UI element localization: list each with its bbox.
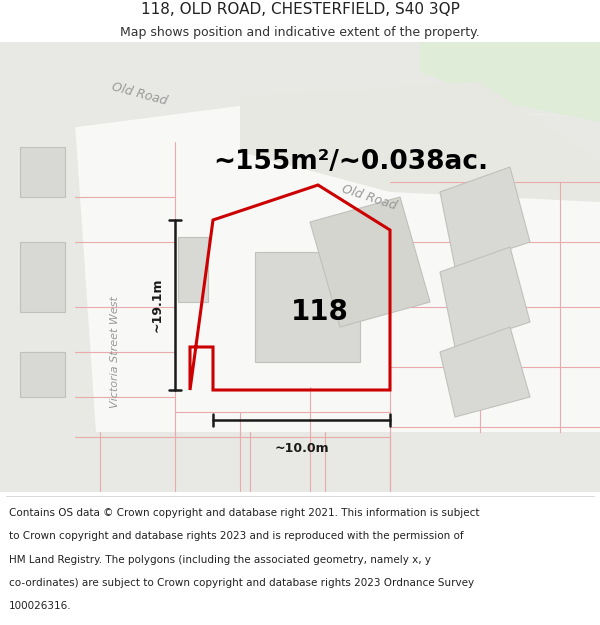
Polygon shape xyxy=(420,42,600,122)
Polygon shape xyxy=(20,352,65,397)
Text: 118: 118 xyxy=(291,298,349,326)
Polygon shape xyxy=(255,252,360,362)
Polygon shape xyxy=(240,102,600,162)
Polygon shape xyxy=(440,167,530,267)
Text: co-ordinates) are subject to Crown copyright and database rights 2023 Ordnance S: co-ordinates) are subject to Crown copyr… xyxy=(9,578,474,587)
Polygon shape xyxy=(0,432,600,492)
Text: Contains OS data © Crown copyright and database right 2021. This information is : Contains OS data © Crown copyright and d… xyxy=(9,508,479,518)
Text: ~155m²/~0.038ac.: ~155m²/~0.038ac. xyxy=(213,149,488,175)
Text: ~19.1m: ~19.1m xyxy=(151,278,163,332)
Text: ~10.0m: ~10.0m xyxy=(274,442,329,455)
Polygon shape xyxy=(440,247,530,347)
Polygon shape xyxy=(0,42,600,492)
Text: Map shows position and indicative extent of the property.: Map shows position and indicative extent… xyxy=(120,26,480,39)
Polygon shape xyxy=(0,42,600,137)
Polygon shape xyxy=(240,82,600,202)
Polygon shape xyxy=(20,242,65,312)
Text: 118, OLD ROAD, CHESTERFIELD, S40 3QP: 118, OLD ROAD, CHESTERFIELD, S40 3QP xyxy=(140,2,460,17)
Polygon shape xyxy=(178,237,208,302)
Text: Old Road: Old Road xyxy=(110,81,169,107)
Polygon shape xyxy=(440,327,530,417)
Text: 100026316.: 100026316. xyxy=(9,601,71,611)
Polygon shape xyxy=(20,147,65,197)
Polygon shape xyxy=(310,197,430,327)
Text: Victoria Street West: Victoria Street West xyxy=(110,296,120,408)
Polygon shape xyxy=(0,122,100,492)
Text: to Crown copyright and database rights 2023 and is reproduced with the permissio: to Crown copyright and database rights 2… xyxy=(9,531,464,541)
Text: Old Road: Old Road xyxy=(340,182,398,212)
Text: HM Land Registry. The polygons (including the associated geometry, namely x, y: HM Land Registry. The polygons (includin… xyxy=(9,554,431,564)
